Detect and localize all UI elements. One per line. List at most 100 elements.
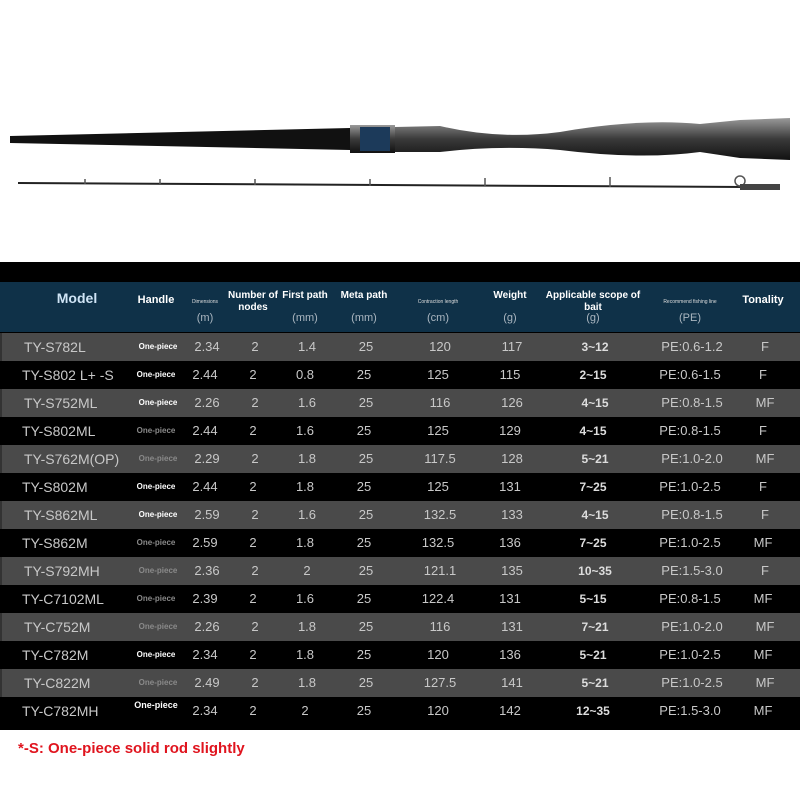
table-row: TY-C782M One-piece 2.34 2 1.8 25 120 136 5~21 PE:…	[0, 641, 800, 669]
cell-first: 1.8	[297, 451, 317, 466]
header-contraction: Contraction length (cm)	[400, 282, 476, 332]
cell-tonality: MF	[755, 451, 775, 466]
cell-dim: 2.29	[194, 451, 220, 466]
cell-tonality: F	[761, 339, 769, 354]
header-unit: (g)	[503, 312, 517, 324]
cell-model: TY-S802M	[22, 479, 88, 495]
cell-meta: 25	[358, 675, 374, 690]
header-dim: Dimensions (m)	[185, 282, 225, 332]
cell-line: PE:0.8-1.5	[659, 591, 721, 606]
cell-contraction: 122.4	[421, 591, 455, 606]
cell-contraction: 121.1	[423, 563, 457, 578]
cell-first: 1.6	[295, 591, 315, 606]
table-header: Model Handle Dimensions (m) Number of nodes F…	[0, 282, 800, 332]
cell-handle: One-piece	[138, 566, 178, 575]
cell-first: 1.8	[295, 535, 315, 550]
header-title: First path	[282, 290, 328, 301]
cell-dim: 2.26	[194, 619, 220, 634]
cell-handle: One-piece	[138, 678, 178, 687]
cell-nodes: 2	[251, 395, 259, 410]
cell-contraction: 120	[427, 703, 449, 718]
cell-line: PE:1.0-2.5	[661, 675, 723, 690]
cell-first: 1.4	[297, 339, 317, 354]
cell-bait: 4~15	[581, 396, 609, 410]
cell-tonality: MF	[753, 703, 773, 718]
cell-weight: 133	[501, 507, 523, 522]
cell-weight: 131	[501, 619, 523, 634]
cell-model: TY-S862ML	[24, 507, 98, 523]
cell-line: PE:0.8-1.5	[659, 423, 721, 438]
table-row: TY-S782L One-piece 2.34 2 1.4 25 120 117 3~12 PE:…	[0, 333, 800, 361]
table-row: TY-S802M One-piece 2.44 2 1.8 25 125 131 7~25 PE:…	[0, 473, 800, 501]
cell-meta: 25	[358, 395, 374, 410]
header-weight: Weight (g)	[486, 282, 534, 332]
cell-model: TY-S802 L+ -S	[22, 367, 114, 383]
cell-model: TY-S862M	[22, 535, 88, 551]
table-row: TY-C782MH One-piece 2.34 2 2 25 120 142 12~35 PE:…	[0, 697, 800, 725]
cell-weight: 141	[501, 675, 523, 690]
header-title: Handle	[137, 294, 175, 306]
cell-first: 1.6	[297, 395, 317, 410]
cell-weight: 136	[499, 647, 521, 662]
cell-line: PE:0.8-1.5	[661, 395, 723, 410]
table-row: TY-S802ML One-piece 2.44 2 1.6 25 125 129 4~15 PE…	[0, 417, 800, 445]
cell-meta: 25	[358, 507, 374, 522]
cell-model: TY-S762M(OP)	[24, 451, 120, 467]
cell-meta: 25	[356, 367, 372, 382]
cell-bait: 7~25	[579, 480, 607, 494]
cell-weight: 136	[499, 535, 521, 550]
header-bait: Applicable scope of bait (g)	[540, 282, 646, 332]
cell-dim: 2.59	[194, 507, 220, 522]
cell-dim: 2.49	[194, 675, 220, 690]
cell-weight: 142	[499, 703, 521, 718]
cell-tonality: MF	[755, 675, 775, 690]
cell-contraction: 125	[427, 479, 449, 494]
footnote: *-S: One-piece solid rod slightly	[18, 740, 245, 757]
cell-line: PE:0.8-1.5	[661, 507, 723, 522]
cell-weight: 131	[499, 479, 521, 494]
header-unit: (PE)	[679, 312, 701, 324]
cell-nodes: 2	[249, 479, 257, 494]
table-row: TY-C752M One-piece 2.26 2 1.8 25 116 131 7~21 PE:…	[0, 613, 800, 641]
cell-nodes: 2	[251, 451, 259, 466]
cell-bait: 4~15	[581, 508, 609, 522]
cell-bait: 5~21	[581, 452, 609, 466]
cell-tonality: F	[761, 563, 769, 578]
cell-dim: 2.34	[192, 703, 218, 718]
cell-model: TY-C752M	[24, 619, 91, 635]
cell-meta: 25	[358, 339, 374, 354]
cell-nodes: 2	[251, 507, 259, 522]
cell-first: 2	[303, 563, 311, 578]
cell-contraction: 125	[427, 423, 449, 438]
table-row: TY-S862ML One-piece 2.59 2 1.6 25 132.5 133 4~15…	[0, 501, 800, 529]
cell-line: PE:1.5-3.0	[659, 703, 721, 718]
cell-dim: 2.26	[194, 395, 220, 410]
header-first: First path (mm)	[282, 282, 328, 332]
cell-dim: 2.44	[192, 423, 218, 438]
cell-weight: 117	[501, 339, 523, 354]
cell-meta: 25	[358, 619, 374, 634]
cell-first: 1.8	[297, 619, 317, 634]
cell-contraction: 120	[429, 339, 451, 354]
header-handle: Handle	[128, 282, 184, 332]
cell-line: PE:1.5-3.0	[661, 563, 723, 578]
cell-first: 1.8	[297, 675, 317, 690]
spec-table: Model Handle Dimensions (m) Number of nodes F…	[0, 262, 800, 730]
header-unit: (mm)	[351, 312, 377, 324]
table-row: TY-S802 L+ -S One-piece 2.44 2 0.8 25 125 115 2~…	[0, 361, 800, 389]
cell-tonality: MF	[755, 395, 775, 410]
cell-meta: 25	[358, 563, 374, 578]
header-title: Applicable scope of bait	[545, 290, 641, 313]
cell-line: PE:1.0-2.0	[661, 451, 723, 466]
cell-meta: 25	[356, 591, 372, 606]
cell-contraction: 116	[429, 619, 451, 634]
cell-bait: 2~15	[579, 368, 607, 382]
cell-nodes: 2	[251, 675, 259, 690]
cell-contraction: 125	[427, 367, 449, 382]
cell-contraction: 120	[427, 647, 449, 662]
cell-tonality: F	[759, 423, 767, 438]
cell-model: TY-C7102ML	[22, 591, 104, 607]
cell-first: 1.6	[295, 423, 315, 438]
header-title: Contraction length	[417, 299, 459, 305]
cell-weight: 126	[501, 395, 523, 410]
